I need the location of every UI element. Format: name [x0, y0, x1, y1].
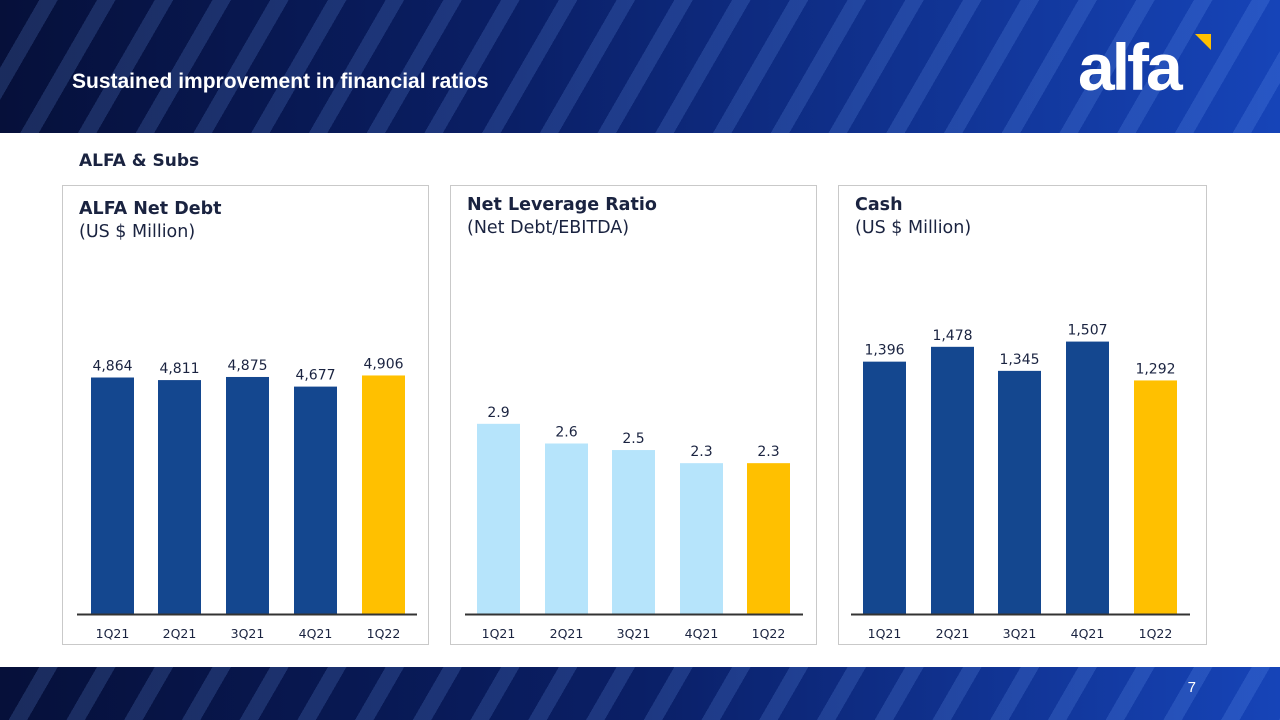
bar-1q22 — [362, 375, 405, 614]
bar-1q21 — [863, 361, 906, 614]
category-tick-label: 1Q22 — [367, 626, 401, 641]
bar-4q21 — [680, 463, 723, 614]
bar-1q22 — [1134, 380, 1177, 614]
data-label: 1,292 — [1135, 361, 1175, 377]
bar-1q21 — [91, 377, 134, 614]
category-tick-label: 1Q21 — [482, 626, 516, 641]
category-tick-label: 1Q21 — [868, 626, 902, 641]
data-label: 4,811 — [159, 361, 199, 377]
net-debt-chart: 4,864 1Q21 4,811 2Q21 4,875 3Q21 4,677 4Q21 4,90… — [77, 356, 417, 641]
category-tick-label: 3Q21 — [617, 626, 651, 641]
data-label: 2.5 — [622, 431, 644, 447]
data-label: 2.3 — [690, 444, 712, 460]
data-label: 1,345 — [999, 352, 1039, 368]
footer-stripes — [0, 667, 1280, 720]
bar-1q21 — [477, 423, 520, 614]
bar-3q21 — [612, 450, 655, 614]
bar-4q21 — [294, 386, 337, 614]
logo-text: alfa — [1078, 30, 1183, 104]
bar-2q21 — [158, 380, 201, 614]
chart-subtitle: (Net Debt/EBITDA) — [467, 218, 630, 238]
data-label: 1,396 — [864, 343, 904, 359]
chart-subtitle: (US $ Million) — [855, 218, 972, 238]
header-stripes — [0, 0, 1280, 133]
chart-title: Net Leverage Ratio — [467, 195, 657, 215]
bar-3q21 — [226, 376, 269, 614]
net-debt-panel: ALFA Net Debt (US $ Million) 4,864 1Q21 4,… — [62, 185, 429, 645]
chart-title: ALFA Net Debt — [79, 199, 222, 219]
category-tick-label: 4Q21 — [685, 626, 719, 641]
bar-2q21 — [545, 443, 588, 614]
section-title: ALFA & Subs — [79, 151, 200, 171]
cash-panel: Cash (US $ Million) 1,396 1Q21 1,478 2Q21 1,… — [838, 185, 1207, 645]
data-label: 4,875 — [227, 358, 267, 374]
slide-title: Sustained improvement in financial ratio… — [72, 70, 489, 93]
page-number: 7 — [1187, 679, 1196, 696]
alfa-logo: alfa — [1078, 30, 1228, 110]
net-leverage-chart: 2.9 1Q21 2.6 2Q21 2.5 3Q21 2.3 4Q21 2.3 1Q22 — [465, 405, 803, 641]
category-tick-label: 3Q21 — [1003, 626, 1037, 641]
bar-4q21 — [1066, 341, 1109, 614]
category-tick-label: 1Q22 — [752, 626, 786, 641]
category-tick-label: 4Q21 — [299, 626, 333, 641]
category-tick-label: 2Q21 — [936, 626, 970, 641]
bar-2q21 — [931, 346, 974, 614]
category-tick-label: 1Q22 — [1139, 626, 1173, 641]
net-leverage-panel: Net Leverage Ratio (Net Debt/EBITDA) 2.9… — [450, 185, 817, 645]
bar-1q22 — [747, 463, 790, 614]
logo-triangle-icon — [1195, 34, 1211, 50]
chart-title: Cash — [855, 195, 903, 215]
data-label: 1,478 — [932, 328, 972, 344]
chart-subtitle: (US $ Million) — [79, 222, 196, 242]
data-label: 4,864 — [92, 359, 132, 375]
category-tick-label: 2Q21 — [550, 626, 584, 641]
data-label: 2.3 — [757, 444, 779, 460]
category-tick-label: 3Q21 — [231, 626, 265, 641]
data-label: 4,677 — [295, 368, 335, 384]
data-label: 2.9 — [487, 405, 509, 421]
footer-banner: 7 — [0, 667, 1280, 720]
data-label: 1,507 — [1067, 323, 1107, 339]
header-banner: Sustained improvement in financial ratio… — [0, 0, 1280, 133]
data-label: 2.6 — [555, 424, 577, 440]
category-tick-label: 1Q21 — [96, 626, 130, 641]
category-tick-label: 2Q21 — [163, 626, 197, 641]
category-tick-label: 4Q21 — [1071, 626, 1105, 641]
data-label: 4,906 — [363, 356, 403, 372]
bar-3q21 — [998, 370, 1041, 614]
cash-chart: 1,396 1Q21 1,478 2Q21 1,345 3Q21 1,507 4Q21 1,29… — [851, 323, 1190, 641]
